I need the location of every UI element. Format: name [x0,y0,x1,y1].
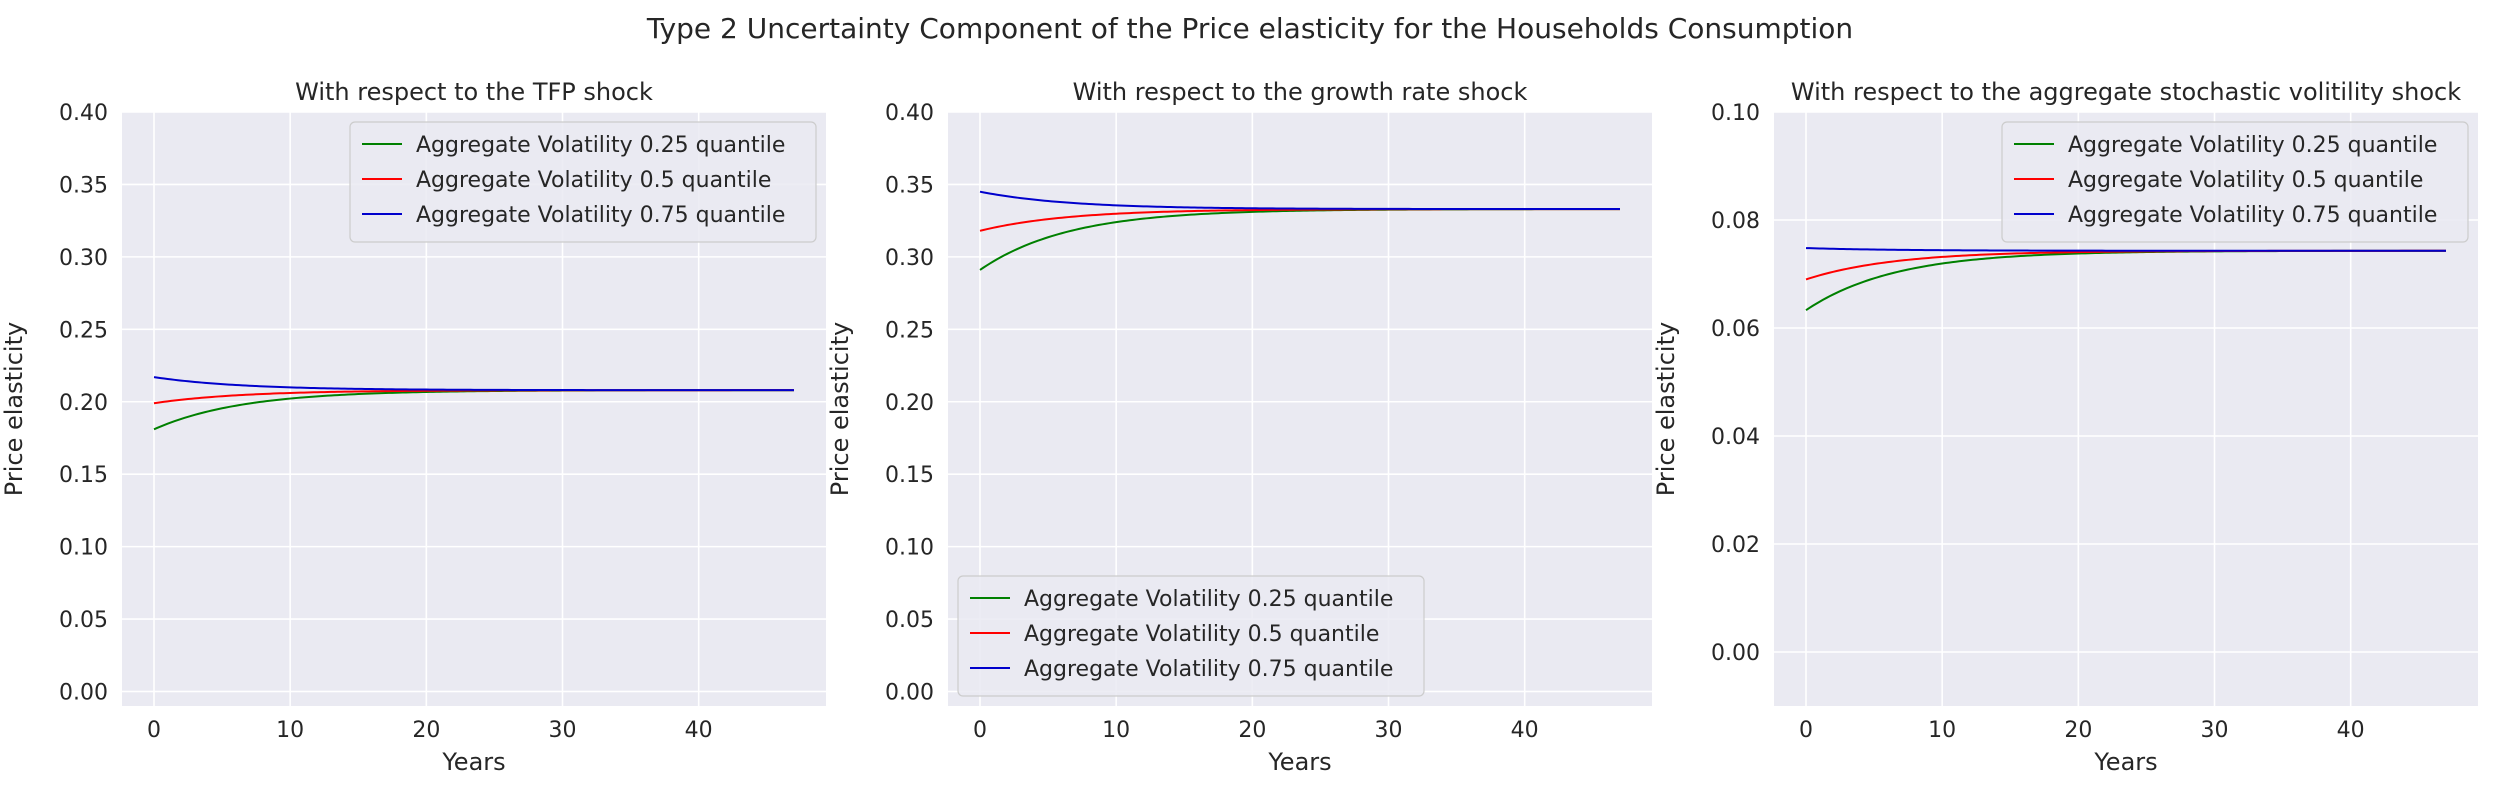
x-tick-label: 30 [549,718,577,743]
panel-title: With respect to the TFP shock [295,78,653,106]
y-tick-label: 0.10 [1711,101,1760,126]
panel-title: With respect to the growth rate shock [1073,78,1528,106]
x-tick-label: 40 [1511,718,1539,743]
panel-title: With respect to the aggregate stochastic… [1791,78,2461,106]
x-tick-label: 20 [412,718,440,743]
x-tick-label: 20 [1238,718,1266,743]
y-tick-label: 0.20 [885,391,934,416]
x-axis-label: Years [1267,748,1331,776]
legend-label: Aggregate Volatility 0.5 quantile [2068,168,2423,193]
y-tick-label: 0.15 [885,463,934,488]
y-tick-label: 0.25 [59,318,108,343]
x-axis-label: Years [441,748,505,776]
y-tick-label: 0.08 [1711,209,1760,234]
y-tick-label: 0.02 [1711,533,1760,558]
legend: Aggregate Volatility 0.25 quantile Aggreg… [2002,122,2468,242]
y-tick-label: 0.05 [59,608,108,633]
y-tick-label: 0.00 [1711,641,1760,666]
x-tick-label: 20 [2064,718,2092,743]
figure-title: Type 2 Uncertainty Component of the Pric… [646,12,1853,45]
x-tick-label: 0 [147,718,161,743]
y-tick-label: 0.35 [885,173,934,198]
panel-1: 0.00 0.05 0.10 0.15 0.20 0.25 0.30 0.35 0.40 0 10 2… [0,78,826,776]
panel-3: 0.00 0.02 0.04 0.06 0.08 0.10 0 10 20 30 40 With re… [1652,78,2478,776]
x-tick-label: 10 [1928,718,1956,743]
y-tick-label: 0.30 [59,246,108,271]
y-tick-label: 0.00 [59,681,108,706]
legend-label: Aggregate Volatility 0.75 quantile [416,203,785,228]
y-tick-label: 0.05 [885,608,934,633]
y-tick-label: 0.15 [59,463,108,488]
legend-label: Aggregate Volatility 0.75 quantile [2068,203,2437,228]
x-tick-label: 10 [276,718,304,743]
x-tick-label: 0 [973,718,987,743]
x-axis-label: Years [2093,748,2157,776]
y-tick-label: 0.10 [59,536,108,561]
y-tick-label: 0.25 [885,318,934,343]
y-tick-label: 0.40 [59,101,108,126]
y-tick-label: 0.20 [59,391,108,416]
legend-label: Aggregate Volatility 0.25 quantile [416,133,785,158]
x-tick-label: 10 [1102,718,1130,743]
y-tick-label: 0.30 [885,246,934,271]
x-tick-label: 40 [2337,718,2365,743]
legend: Aggregate Volatility 0.25 quantile Aggreg… [350,122,816,242]
legend: Aggregate Volatility 0.25 quantile Aggreg… [958,576,1424,696]
legend-label: Aggregate Volatility 0.5 quantile [416,168,771,193]
panels: 0.00 0.05 0.10 0.15 0.20 0.25 0.30 0.35 0.40 0 10 2… [0,78,2478,776]
x-tick-label: 0 [1799,718,1813,743]
y-tick-label: 0.04 [1711,425,1760,450]
y-axis-label: Price elasticity [0,322,28,496]
legend-label: Aggregate Volatility 0.25 quantile [1024,587,1393,612]
legend-label: Aggregate Volatility 0.5 quantile [1024,622,1379,647]
y-tick-label: 0.00 [885,681,934,706]
y-tick-label: 0.35 [59,173,108,198]
y-tick-label: 0.10 [885,536,934,561]
y-axis-label: Price elasticity [826,322,854,496]
y-axis-label: Price elasticity [1652,322,1680,496]
x-tick-label: 30 [1375,718,1403,743]
x-tick-label: 30 [2201,718,2229,743]
y-tick-label: 0.06 [1711,317,1760,342]
x-tick-label: 40 [685,718,713,743]
legend-label: Aggregate Volatility 0.25 quantile [2068,133,2437,158]
legend-label: Aggregate Volatility 0.75 quantile [1024,657,1393,682]
y-tick-label: 0.40 [885,101,934,126]
panel-2: 0.00 0.05 0.10 0.15 0.20 0.25 0.30 0.35 0.40 0 10 2… [826,78,1652,776]
